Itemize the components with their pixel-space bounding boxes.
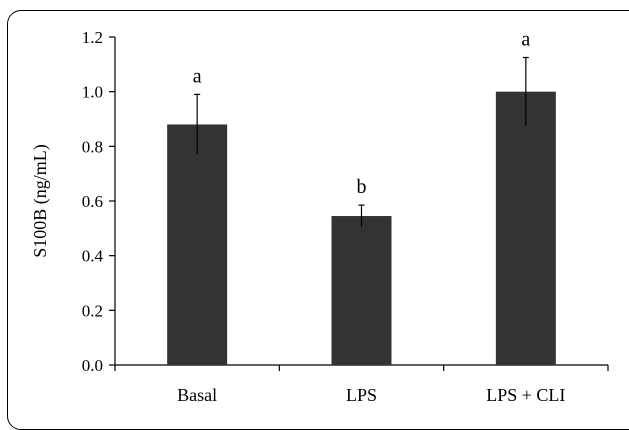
significance-label: a	[521, 29, 530, 51]
bar-chart: S100B (ng/mL) 0.0 0.2 0.4 0.6 0.8 1.0 1.2 Basa…	[30, 28, 609, 405]
y-tick-label: 0.2	[82, 301, 103, 320]
bar	[167, 124, 228, 365]
significance-label: a	[193, 65, 202, 87]
bar-series: a b a	[167, 29, 556, 366]
bar	[331, 216, 392, 365]
category-label: LPS	[346, 385, 377, 405]
y-tick-label: 1.2	[82, 28, 103, 47]
y-axis: 0.0 0.2 0.4 0.6 0.8 1.0 1.2	[82, 28, 116, 375]
bar	[495, 91, 556, 366]
y-tick-label: 0.0	[82, 356, 103, 375]
y-tick-label: 0.8	[82, 137, 103, 156]
y-tick-label: 0.6	[82, 192, 103, 211]
x-axis: Basal LPS LPS + CLI	[114, 364, 609, 405]
y-tick-label: 1.0	[82, 83, 103, 102]
y-tick-label: 0.4	[82, 247, 104, 266]
y-axis-title: S100B (ng/mL)	[30, 144, 51, 258]
category-label: LPS + CLI	[486, 385, 565, 405]
category-label: Basal	[177, 385, 217, 405]
significance-label: b	[357, 176, 367, 198]
